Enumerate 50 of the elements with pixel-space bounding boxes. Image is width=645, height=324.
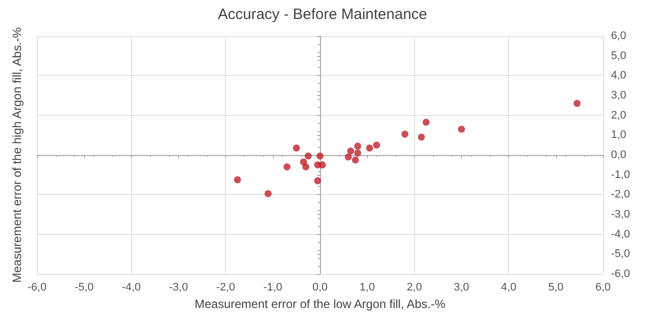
- point: [354, 142, 362, 150]
- y-tick-label: 0,0: [611, 149, 626, 161]
- x-axis-title: Measurement error of the low Argon fill, Abs.-%: [194, 296, 446, 311]
- x-tick-label: 5,0: [548, 282, 564, 294]
- x-tick-label: -4,0: [122, 282, 141, 294]
- x-tick-label: -1,0: [263, 282, 282, 294]
- point: [292, 144, 300, 152]
- point: [347, 148, 354, 155]
- x-tick-label: -5,0: [74, 282, 94, 294]
- y-tick-label: 4,0: [611, 70, 626, 82]
- x-tick-label: 0,0: [312, 282, 328, 294]
- point: [344, 153, 352, 160]
- point: [264, 190, 272, 198]
- chart-title: Accuracy - Before Maintenance: [218, 6, 428, 23]
- point: [304, 152, 312, 160]
- y-tick-label: -2,0: [611, 188, 630, 201]
- point: [418, 134, 425, 141]
- y-tick-label: -6,0: [611, 268, 630, 280]
- point: [316, 152, 324, 160]
- x-tick-label: 3,0: [454, 282, 470, 294]
- point: [352, 156, 359, 164]
- x-tick-label: -6,0: [28, 282, 46, 294]
- point: [318, 161, 326, 168]
- point: [422, 118, 430, 126]
- point: [574, 100, 581, 107]
- point: [314, 177, 322, 184]
- y-tick-label: -5,0: [611, 248, 630, 260]
- point: [373, 142, 380, 149]
- y-tick-label: 2,0: [611, 109, 626, 122]
- point: [458, 126, 465, 133]
- point: [302, 163, 310, 170]
- x-tick-label: 1,0: [360, 282, 375, 294]
- point: [366, 144, 374, 152]
- y-tick-label: 6,0: [611, 30, 626, 42]
- y-axis-title: Measurement error of the high Argon fill, Abs.-%: [10, 26, 24, 283]
- y-tick-label: 1,0: [611, 129, 626, 142]
- point: [354, 150, 362, 157]
- y-tick-label: -3,0: [611, 208, 630, 220]
- point: [401, 130, 408, 138]
- x-tick-label: 2,0: [406, 282, 422, 294]
- point: [234, 176, 241, 184]
- y-tick-label: -1,0: [611, 168, 630, 181]
- x-tick-label: -3,0: [169, 282, 188, 294]
- y-tick-label: 5,0: [611, 50, 626, 62]
- y-tick-label: -4,0: [611, 228, 630, 240]
- x-tick-label: -2,0: [216, 282, 236, 294]
- y-tick-label: 3,0: [611, 90, 626, 102]
- point: [283, 163, 290, 170]
- x-tick-label: 4,0: [501, 282, 516, 294]
- x-tick-label: 6,0: [595, 282, 611, 294]
